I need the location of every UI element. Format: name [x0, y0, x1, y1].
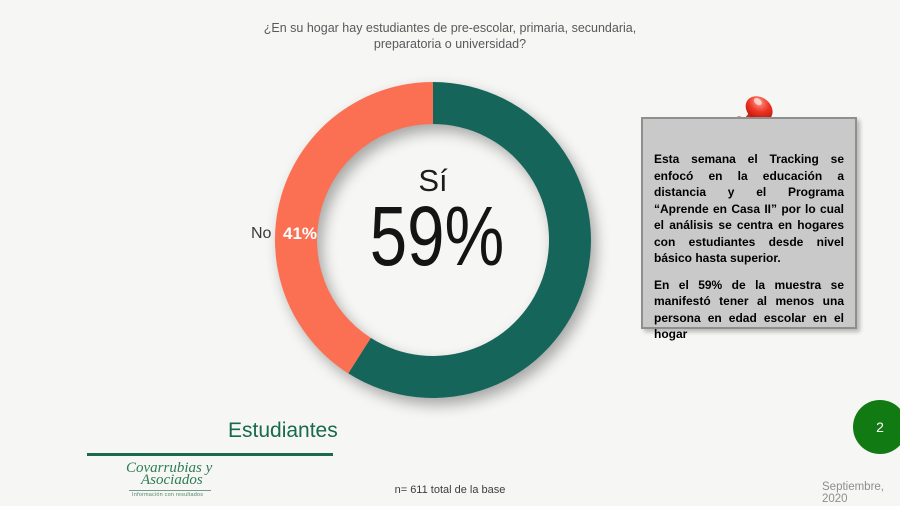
slide-title: ¿En su hogar hay estudiantes de pre-esco… — [263, 21, 637, 51]
logo-rule — [129, 490, 211, 491]
note-paragraph: Esta semana el Tracking se enfocó en la … — [654, 152, 844, 265]
donut-label-no: No — [251, 225, 272, 242]
page-number: 2 — [876, 419, 884, 435]
donut-chart — [274, 81, 591, 398]
note-paragraph: En el 59% de la muestra se manifestó ten… — [654, 277, 844, 342]
donut-slice-sí — [348, 82, 591, 398]
donut-label-no-value: 41% — [283, 224, 318, 243]
date-label: Septiembre, 2020 — [822, 481, 885, 505]
logo-name-line2: Asociados — [141, 472, 203, 488]
logo-tagline: Información con resultados — [132, 492, 204, 498]
insight-note-box: Esta semana el Tracking se enfocó en la … — [641, 117, 857, 341]
page-number-badge: 2 — [853, 400, 900, 454]
donut-slice-no — [274, 81, 433, 374]
logo-name-line1: Covarrubias y — [126, 460, 213, 476]
section-underline-rule — [87, 453, 333, 456]
donut-center-value: 59% — [369, 189, 505, 283]
sample-base-note: n= 611 total de la base — [394, 484, 506, 496]
section-label: Estudiantes — [228, 419, 338, 442]
company-logo: Covarrubias y Asociados Información con … — [126, 460, 213, 499]
donut-center-category: Sí — [418, 163, 448, 198]
